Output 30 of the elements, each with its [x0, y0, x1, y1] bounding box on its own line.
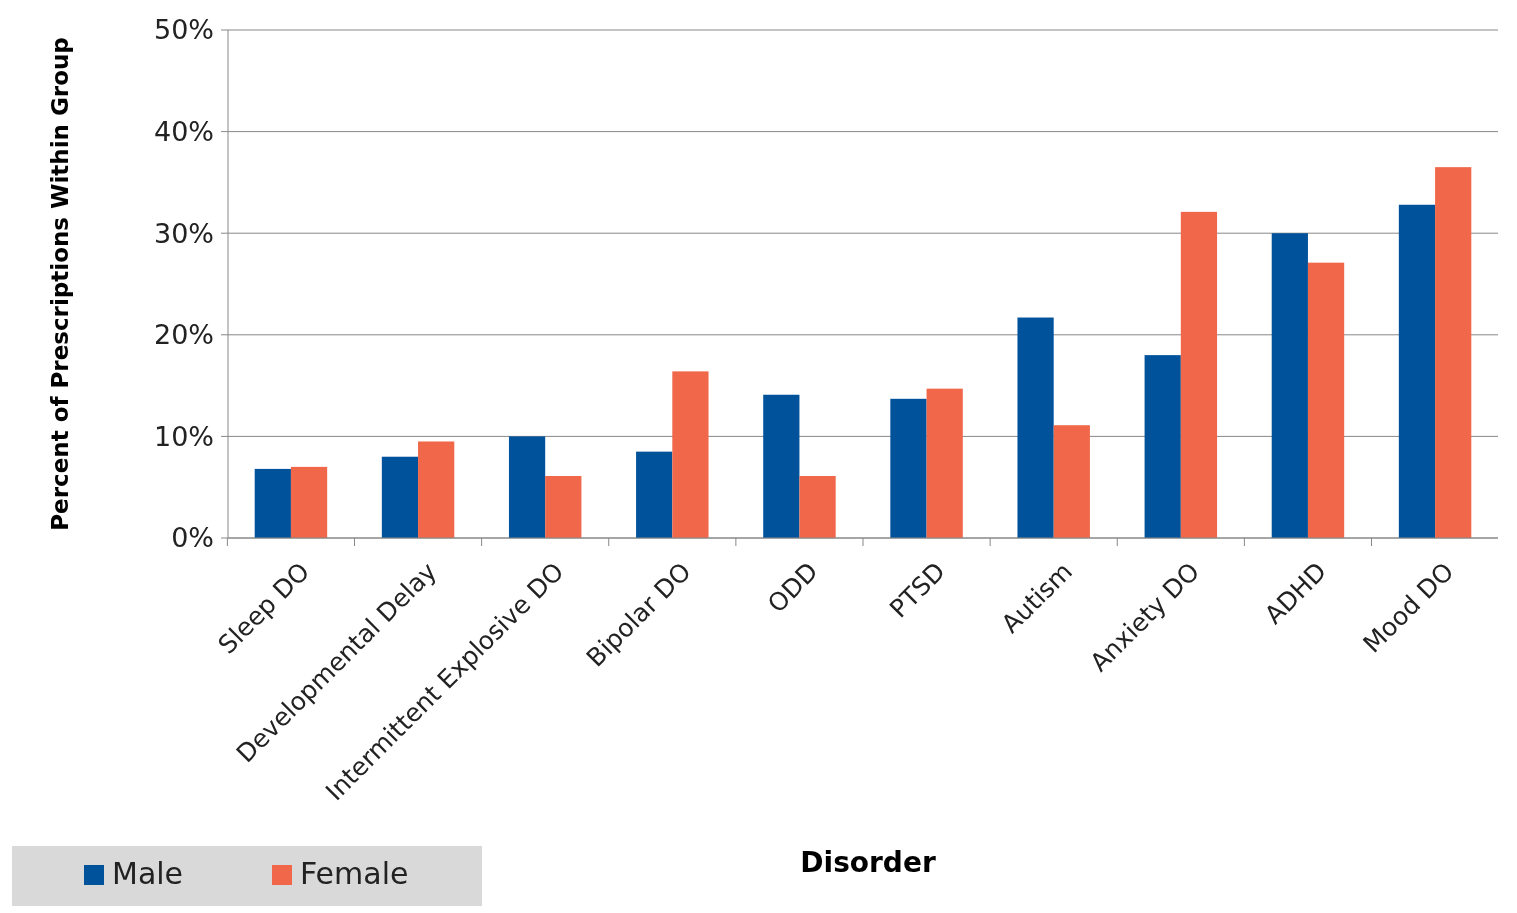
bar	[926, 388, 963, 538]
y-tick-label: 30%	[153, 217, 214, 249]
bar	[1435, 167, 1472, 538]
y-tick-label: 0%	[171, 522, 214, 554]
bar	[1307, 262, 1345, 538]
x-axis-title: Disorder	[800, 846, 936, 879]
bar	[418, 441, 455, 538]
bar	[545, 476, 582, 538]
bar	[1180, 211, 1218, 538]
bar	[254, 468, 291, 538]
bar	[381, 456, 419, 538]
bar	[763, 394, 800, 538]
bar	[672, 371, 709, 538]
y-tick-label: 20%	[153, 319, 214, 351]
bar	[799, 476, 836, 538]
bar	[1017, 317, 1054, 538]
bar	[890, 398, 927, 538]
bar	[1271, 233, 1308, 538]
y-tick-label: 50%	[153, 14, 214, 46]
bar	[636, 451, 673, 538]
y-tick-label: 10%	[153, 420, 214, 452]
y-tick-label: 40%	[153, 116, 214, 148]
bar	[1144, 355, 1181, 538]
legend-label: Female	[300, 856, 409, 891]
legend-label: Male	[112, 856, 184, 891]
y-axis-title: Percent of Prescriptions Within Group	[47, 37, 73, 531]
bar	[508, 436, 546, 538]
bar	[1053, 425, 1090, 538]
bar	[1398, 204, 1436, 538]
bar	[290, 466, 328, 538]
